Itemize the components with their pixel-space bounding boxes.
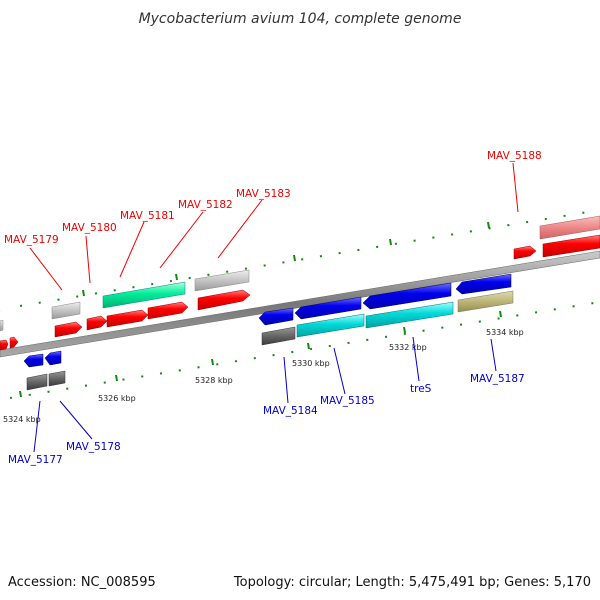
gene-mav-5181-rna[interactable] [102, 281, 186, 309]
reverse-gene-labels: MAV_5177 MAV_5178 MAV_5184 MAV_5185 treS… [8, 373, 525, 466]
forward-gene-labels: MAV_5179 MAV_5180 MAV_5181 MAV_5182 MAV_… [4, 150, 542, 246]
gene-label-mav-5179[interactable]: MAV_5179 [4, 234, 59, 246]
gene-label-mav-5178[interactable]: MAV_5178 [66, 441, 121, 453]
gene-label-mav-5184[interactable]: MAV_5184 [263, 405, 318, 417]
gene-mav-5179-grey[interactable] [51, 301, 81, 320]
gene-mav-5184-dark[interactable] [261, 326, 296, 346]
tick-label-5326: 5326 kbp [98, 394, 136, 403]
genome-title: Mycobacterium avium 104, complete genome [139, 11, 462, 27]
tick-label-5332: 5332 kbp [389, 343, 427, 352]
gene-arrow[interactable] [0, 319, 4, 332]
gene-mav-5178[interactable] [44, 350, 62, 366]
tick-label-5334: 5334 kbp [486, 328, 524, 337]
gene-label-mav-5183[interactable]: MAV_5183 [236, 188, 291, 200]
gene-mav-5177-dark[interactable] [26, 373, 48, 391]
gene-arrow[interactable] [9, 336, 19, 349]
reverse-leader-lines [33, 336, 497, 453]
reverse-strand-track [23, 273, 514, 391]
gene-mav-5188[interactable] [513, 245, 537, 260]
genome-backbone [0, 250, 600, 358]
tick-label-5328: 5328 kbp [195, 376, 233, 385]
tick-label-5330: 5330 kbp [292, 359, 330, 368]
gene-mav-5177[interactable] [23, 353, 44, 368]
gene-mav-5181[interactable] [106, 309, 149, 328]
gene-mav-5187-olive[interactable] [457, 290, 514, 313]
gene-label-mav-5181[interactable]: MAV_5181 [120, 210, 175, 222]
gene-red-edge[interactable] [542, 234, 600, 258]
accession-text: Accession: NC_008595 [8, 575, 156, 590]
gene-mav-5187[interactable] [455, 273, 512, 295]
gene-label-mav-5188[interactable]: MAV_5188 [487, 150, 542, 162]
gene-mav-5185-cyan[interactable] [296, 313, 365, 338]
gene-mav-5185[interactable] [294, 296, 362, 320]
gene-mav-5183-grey[interactable] [194, 269, 250, 292]
gene-label-mav-5185[interactable]: MAV_5185 [320, 395, 375, 407]
gene-tres[interactable] [362, 282, 452, 310]
gene-label-tres[interactable]: treS [410, 383, 432, 395]
gene-label-mav-5182[interactable]: MAV_5182 [178, 199, 233, 211]
gene-pink[interactable] [539, 215, 600, 240]
gene-tres-cyan[interactable] [365, 301, 454, 329]
gene-label-mav-5187[interactable]: MAV_5187 [470, 373, 525, 385]
gene-mav-5184[interactable] [258, 307, 294, 326]
gene-mav-5179[interactable] [54, 321, 83, 338]
forward-leader-lines [29, 162, 519, 291]
gene-mav-5183[interactable] [197, 289, 251, 311]
gene-mav-5180[interactable] [86, 315, 108, 331]
gene-arrow[interactable] [0, 339, 9, 351]
gene-label-mav-5177[interactable]: MAV_5177 [8, 454, 63, 466]
major-ticks [19, 221, 502, 398]
tick-label-5324: 5324 kbp [3, 415, 41, 424]
forward-strand-track [0, 215, 600, 351]
gene-mav-5178-dark[interactable] [48, 370, 66, 387]
genome-summary-text: Topology: circular; Length: 5,475,491 bp… [233, 575, 591, 590]
gene-label-mav-5180[interactable]: MAV_5180 [62, 222, 117, 234]
gene-mav-5182[interactable] [147, 301, 189, 320]
